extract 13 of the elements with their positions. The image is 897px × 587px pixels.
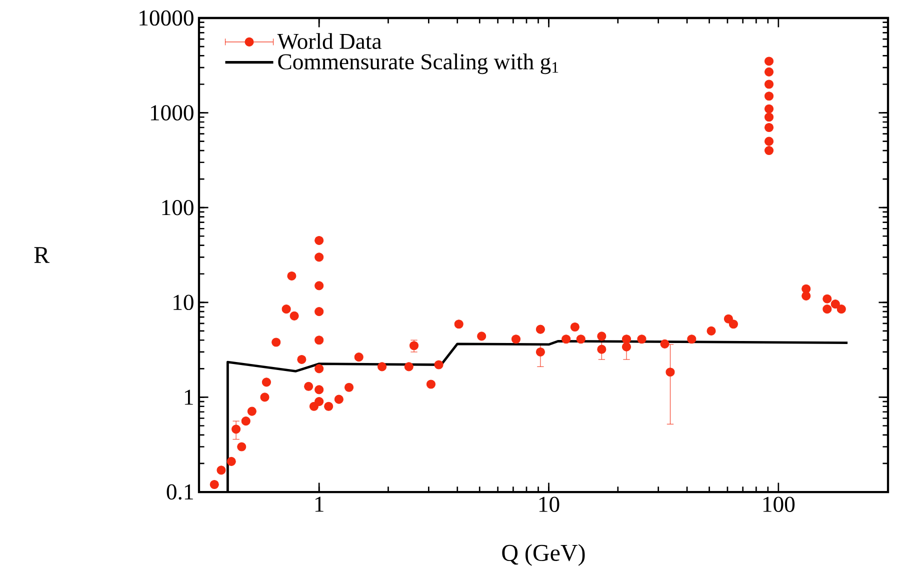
- y-tick-label: 10000: [140, 10, 194, 26]
- x-tick-label: 1: [315, 496, 324, 512]
- y-tick-label: 1000: [150, 105, 194, 120]
- y-axis-title: R: [34, 247, 50, 263]
- y-tick-label: 100: [162, 200, 194, 216]
- y-tick-label: 10: [174, 294, 194, 310]
- y-tick-label: 1: [184, 390, 193, 405]
- y-tick-label: 0.1: [166, 484, 193, 500]
- x-tick-label: 10: [539, 496, 560, 512]
- legend-label: World Data: [277, 33, 382, 50]
- x-tick-label: 100: [763, 496, 795, 512]
- legend-label: Commensurate Scaling with g$_{1}$: [278, 53, 558, 74]
- x-axis-title: Q (GeV): [502, 544, 585, 566]
